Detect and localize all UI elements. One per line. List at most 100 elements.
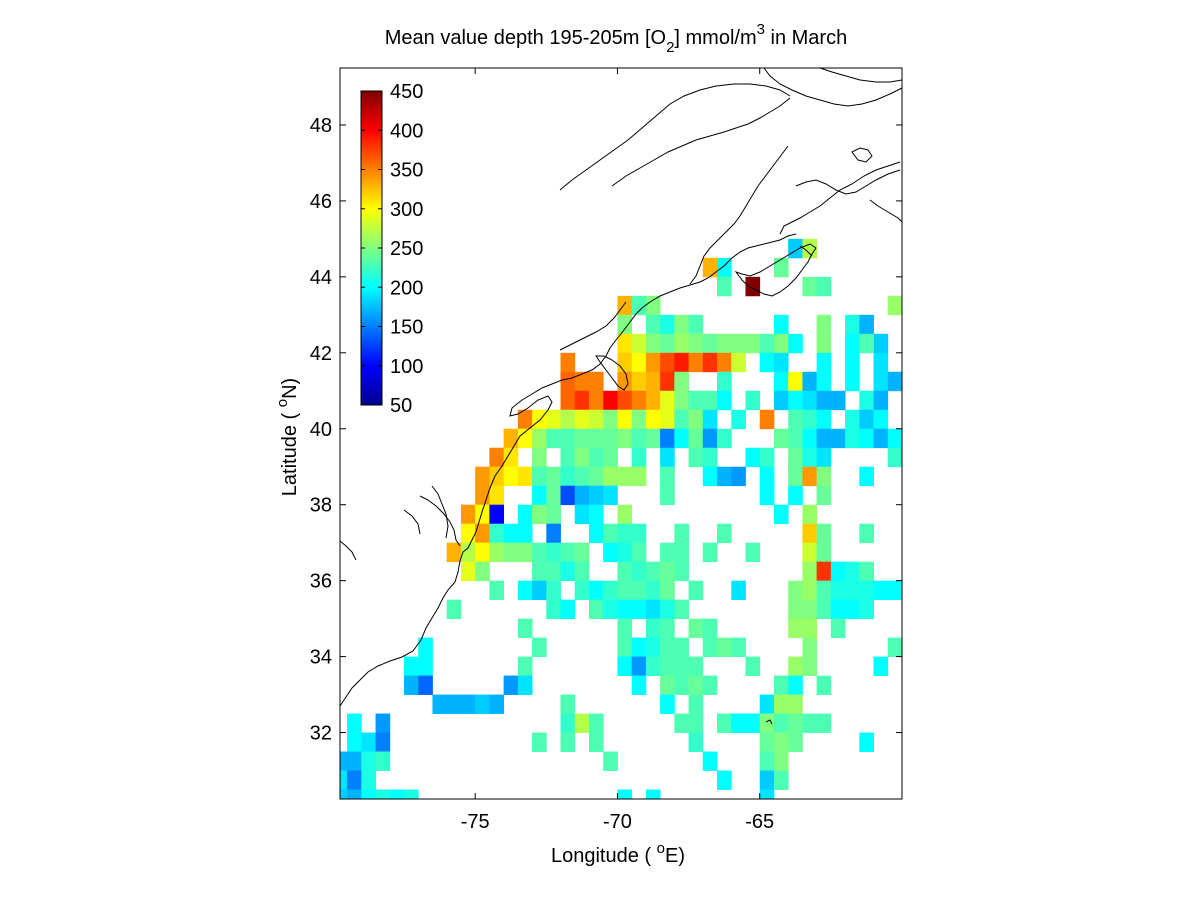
colorbar-tick-label: 50 — [390, 395, 412, 417]
heatmap-cell — [631, 561, 647, 582]
heatmap-cell — [361, 751, 376, 771]
heatmap-cell — [660, 656, 675, 676]
heatmap-cell — [759, 789, 775, 800]
heatmap-cell — [745, 447, 761, 468]
heatmap-cell — [588, 504, 604, 525]
heatmap-cell — [859, 466, 874, 487]
heatmap-cell — [631, 295, 647, 316]
heatmap-cell — [645, 295, 661, 316]
heatmap-cell — [631, 409, 647, 430]
heatmap-cell — [731, 580, 746, 601]
heatmap-cell — [816, 561, 832, 582]
heatmap-cell — [802, 542, 818, 563]
heatmap-cell — [660, 466, 675, 487]
heatmap-cell — [717, 637, 732, 657]
heatmap-cell — [759, 466, 775, 487]
heatmap-cell — [788, 694, 803, 714]
heatmap-cell — [532, 580, 547, 601]
heatmap-cell — [574, 409, 590, 430]
heatmap-cell — [546, 466, 561, 487]
heatmap-cell — [617, 656, 633, 676]
heatmap-cell — [660, 390, 675, 411]
colorbar-tick-label: 100 — [390, 356, 423, 378]
heatmap-cell — [446, 599, 462, 620]
heatmap-cell — [887, 371, 903, 392]
heatmap-cell — [745, 276, 761, 297]
heatmap-cell — [475, 504, 490, 525]
heatmap-cell — [645, 656, 661, 676]
heatmap-cell — [788, 428, 803, 449]
heatmap-cell — [560, 447, 576, 468]
heatmap-cell — [546, 580, 561, 601]
heatmap-cell — [773, 751, 789, 771]
heatmap-cell — [560, 390, 576, 411]
heatmap-cell — [702, 257, 718, 278]
heatmap-cell — [873, 390, 889, 411]
heatmap-cell — [532, 542, 547, 563]
heatmap-cell — [588, 371, 604, 392]
heatmap-cell — [830, 561, 846, 582]
heatmap-cell — [660, 694, 675, 714]
y-tick-label: 42 — [310, 343, 332, 365]
heatmap-cell — [802, 561, 818, 582]
x-axis-ticks: -75 -70 -65 — [461, 68, 774, 833]
heatmap-cell — [816, 314, 832, 335]
heatmap-cell — [702, 390, 718, 411]
heatmap-cell — [532, 504, 547, 525]
heatmap-cell — [660, 352, 675, 373]
heatmap-cell — [702, 637, 718, 657]
heatmap-cell — [759, 770, 775, 790]
heatmap-cell — [731, 466, 746, 487]
colorbar-tick-label: 400 — [390, 120, 423, 142]
heatmap-cell — [788, 599, 803, 620]
heatmap-cell — [688, 618, 704, 639]
heatmap-cell — [674, 637, 689, 657]
heatmap-cell — [503, 523, 519, 544]
heatmap-cell — [347, 789, 362, 800]
heatmap-cell — [873, 352, 889, 373]
heatmap-cell — [859, 314, 874, 335]
heatmap-cell — [674, 599, 689, 620]
colorbar-tick-label: 450 — [390, 81, 423, 103]
heatmap-cell — [859, 580, 874, 601]
heatmap-cell — [631, 675, 647, 695]
heatmap-cell — [574, 580, 590, 601]
heatmap-cell — [688, 694, 704, 714]
heatmap-cell — [660, 675, 675, 695]
heatmap-cell — [489, 542, 505, 563]
heatmap-cell — [873, 371, 889, 392]
heatmap-cell — [802, 637, 818, 657]
heatmap-cell — [560, 485, 576, 506]
coastline — [339, 67, 903, 725]
heatmap-cell — [845, 428, 860, 449]
heatmap-cell — [603, 751, 618, 771]
heatmap-cell — [532, 485, 547, 506]
heatmap-cell — [759, 352, 775, 373]
heatmap-cell — [631, 656, 647, 676]
heatmap-cell — [702, 428, 718, 449]
heatmap-cell — [674, 314, 689, 335]
heatmap-cell — [788, 409, 803, 430]
heatmap-cell — [702, 542, 718, 563]
heatmap-cell — [617, 523, 633, 544]
heatmap-cell — [588, 732, 604, 752]
heatmap-cell — [631, 637, 647, 657]
heatmap-cell — [574, 428, 590, 449]
heatmap-cell — [560, 542, 576, 563]
heatmap-cell — [816, 333, 832, 354]
heatmap-cell — [631, 371, 647, 392]
heatmap-cell — [802, 409, 818, 430]
heatmap-cell — [560, 694, 576, 714]
heatmap-cell — [887, 428, 903, 449]
heatmap-cell — [489, 580, 505, 601]
heatmap-cell — [475, 466, 490, 487]
heatmap-cell — [688, 314, 704, 335]
colorbar-tick-label: 250 — [390, 238, 423, 260]
heatmap-cell — [759, 485, 775, 506]
heatmap-cell — [859, 333, 874, 354]
heatmap-cell — [674, 523, 689, 544]
heatmap-cell — [674, 409, 689, 430]
x-tick-label: -70 — [603, 811, 632, 833]
heatmap-cell — [503, 466, 519, 487]
heatmap-cell — [489, 504, 505, 525]
